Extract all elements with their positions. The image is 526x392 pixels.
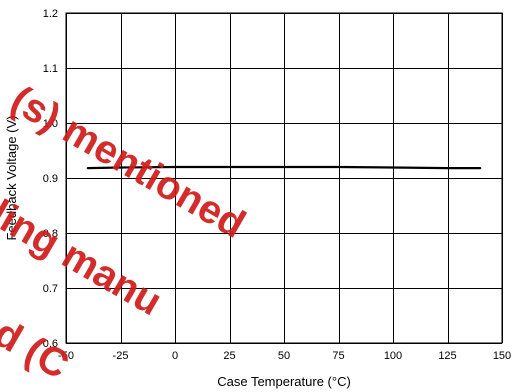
y-axis-title: Feedback Voltage (V) <box>4 115 19 240</box>
y-tick-label: 0.9 <box>43 173 58 185</box>
series-line-0 <box>86 165 482 170</box>
x-tick-label: -25 <box>113 350 129 362</box>
watermark-text: ed (C <box>0 300 76 388</box>
y-tick-label: 0.7 <box>43 283 58 295</box>
x-tick-label: 25 <box>223 350 235 362</box>
x-tick-label: 75 <box>332 350 344 362</box>
x-tick-label: 125 <box>438 350 456 362</box>
x-tick-label: 0 <box>172 350 178 362</box>
series-layer <box>86 165 482 170</box>
x-tick-label: 100 <box>384 350 402 362</box>
x-tick-label: 50 <box>278 350 290 362</box>
watermark-text: ling manu <box>0 192 169 325</box>
y-tick-label: 1.0 <box>43 118 58 130</box>
tick-labels: -50 -25 0 25 50 75 100 125 150 0.6 0.7 0.8 0.9 1.0 1.1… <box>43 8 511 362</box>
y-tick-label: 0.8 <box>43 228 58 240</box>
grid <box>66 13 503 344</box>
x-tick-label: -50 <box>58 350 74 362</box>
plot-area <box>65 12 503 344</box>
y-tick-label: 1.1 <box>43 63 58 75</box>
y-tick-label: 1.2 <box>43 8 58 20</box>
x-axis-title: Case Temperature (°C) <box>217 374 351 389</box>
x-tick-label: 150 <box>493 350 511 362</box>
y-tick-label: 0.6 <box>43 338 58 350</box>
